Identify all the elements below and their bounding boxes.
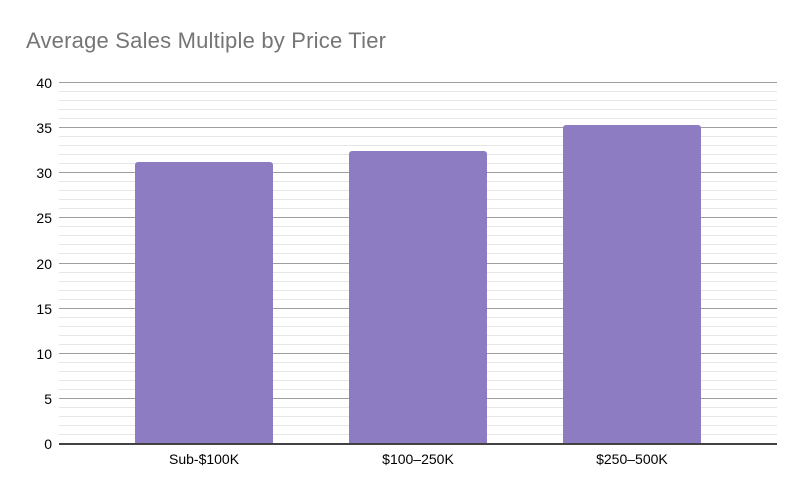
bars-layer	[59, 83, 777, 444]
chart-title: Average Sales Multiple by Price Tier	[26, 28, 387, 53]
bar-2[interactable]	[349, 150, 487, 444]
y-tick-label: 10	[36, 345, 52, 362]
bar-1[interactable]	[135, 161, 273, 444]
y-tick-label: 25	[36, 210, 52, 227]
minor-gridline	[59, 100, 777, 102]
minor-gridline	[59, 118, 777, 120]
y-tick-label: 35	[36, 120, 52, 137]
minor-gridline	[59, 109, 777, 111]
minor-gridline	[59, 136, 777, 138]
y-tick-label: 30	[36, 165, 52, 182]
major-gridline	[59, 127, 777, 129]
y-tick-label: 40	[36, 75, 52, 91]
y-tick-label: 0	[44, 436, 52, 452]
x-tick-label: $250–500K	[596, 451, 668, 467]
y-tick-label: 15	[36, 300, 52, 317]
plot-area	[59, 82, 777, 445]
x-axis-line	[59, 443, 777, 445]
y-tick-label: 5	[44, 390, 52, 407]
y-tick-label: 20	[36, 255, 52, 272]
minor-gridline	[59, 145, 777, 147]
x-axis-labels: Sub-$100K $100–250K $250–500K	[59, 451, 777, 468]
x-tick-label: Sub-$100K	[169, 451, 240, 467]
x-tick-label: $100–250K	[382, 451, 454, 467]
major-gridline	[59, 82, 777, 83]
bar-3[interactable]	[563, 124, 701, 444]
y-axis-labels: 0 5 10 15 20 25 30 35 40	[0, 76, 52, 451]
minor-gridline	[59, 91, 777, 93]
